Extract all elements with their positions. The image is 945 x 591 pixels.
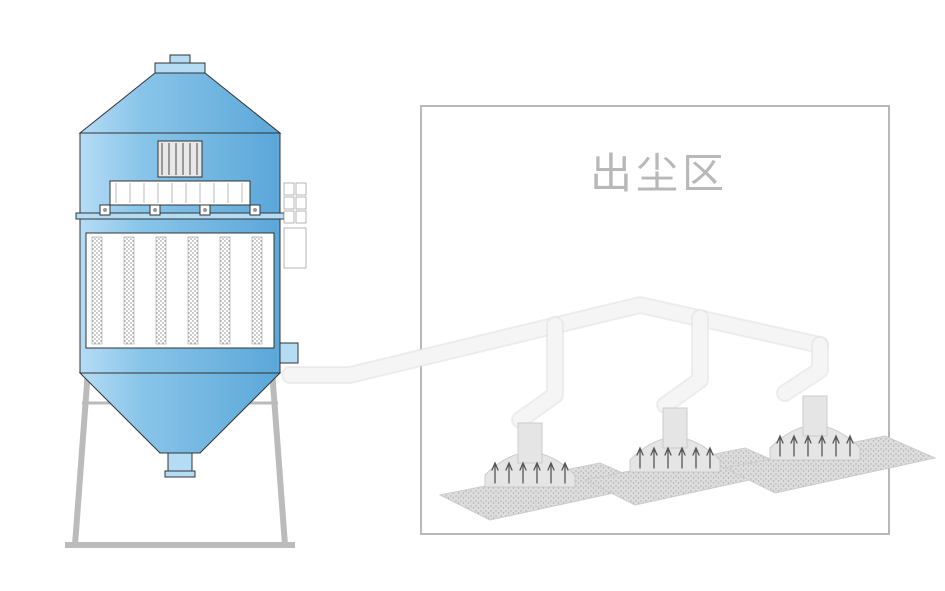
diagram-canvas: 出尘区 [0, 0, 945, 591]
dust-collector [65, 55, 306, 545]
dust-hood [725, 396, 935, 493]
dust-hood [585, 408, 795, 505]
dust-hood [440, 423, 650, 520]
diagram-svg [0, 0, 945, 591]
piping-network [290, 305, 820, 420]
